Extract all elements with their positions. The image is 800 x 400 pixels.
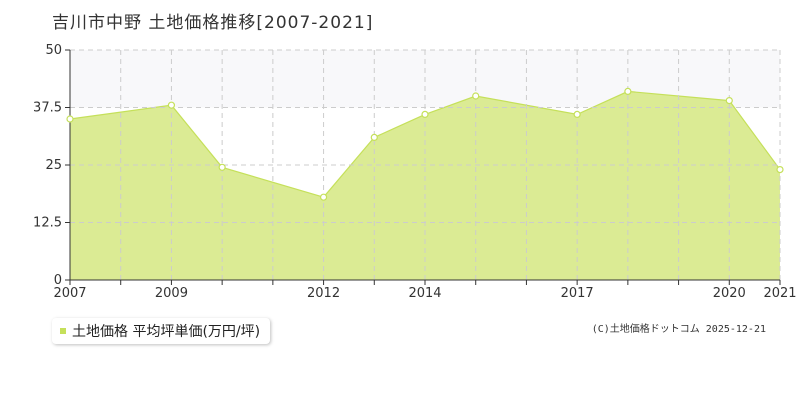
legend: 土地価格 平均坪単価(万円/坪) bbox=[52, 318, 271, 344]
y-tick-label: 0 bbox=[54, 273, 62, 288]
y-tick-label: 25 bbox=[45, 158, 62, 173]
x-tick-label: 2021 bbox=[763, 286, 796, 301]
y-tick-label: 50 bbox=[45, 43, 62, 58]
data-point bbox=[421, 110, 429, 119]
data-point bbox=[66, 115, 74, 123]
data-point bbox=[472, 92, 480, 100]
legend-label: 土地価格 平均坪単価(万円/坪) bbox=[72, 324, 261, 340]
y-tick-label: 37.5 bbox=[33, 101, 62, 116]
data-point bbox=[624, 87, 632, 96]
credit-text: (C)土地価格ドットコム 2025-12-21 bbox=[591, 324, 766, 335]
chart-title: 吉川市中野 土地価格推移[2007-2021] bbox=[52, 13, 374, 33]
data-point bbox=[218, 163, 226, 171]
data-point bbox=[370, 133, 378, 141]
x-tick-label: 2017 bbox=[561, 286, 594, 301]
data-point bbox=[776, 166, 784, 174]
data-point bbox=[725, 96, 733, 105]
legend-swatch bbox=[60, 328, 66, 334]
x-tick-label: 2020 bbox=[713, 286, 746, 301]
y-tick-label: 12.5 bbox=[33, 216, 62, 231]
x-tick-label: 2012 bbox=[307, 286, 340, 301]
x-tick-label: 2014 bbox=[408, 286, 441, 301]
data-point bbox=[573, 110, 581, 119]
data-point bbox=[167, 101, 176, 109]
x-tick-label: 2007 bbox=[53, 286, 86, 301]
x-tick-label: 2009 bbox=[155, 286, 188, 301]
data-point bbox=[319, 193, 328, 201]
